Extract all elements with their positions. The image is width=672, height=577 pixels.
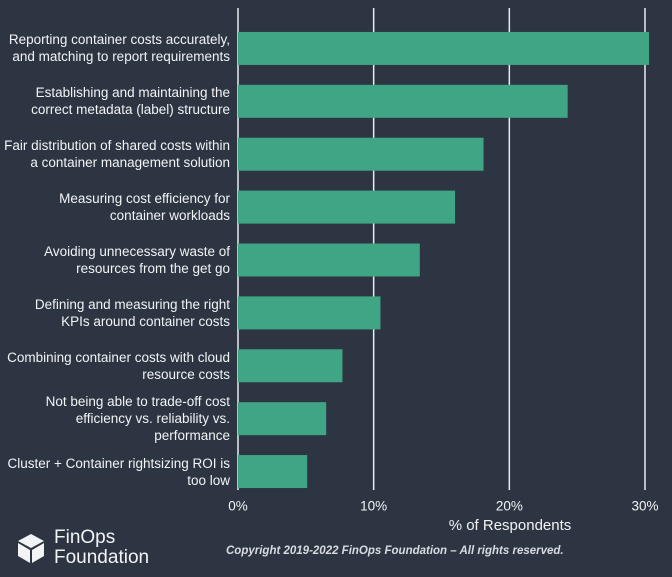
logo-text: FinOps Foundation [54,528,149,568]
bar [238,84,568,118]
logo: FinOps Foundation [16,528,149,568]
logo-icon [18,534,44,563]
y-tick-label: Cluster + Container rightsizing ROI is t… [7,455,230,488]
x-tick-label: 0% [228,499,248,514]
bar [238,190,456,224]
y-tick-label: Defining and measuring the right KPIs ar… [34,296,230,329]
bar [238,455,308,489]
y-tick-label: Combining container costs with cloud res… [7,349,230,382]
logo-line: Foundation [54,547,150,568]
x-tick-label: 30% [631,499,658,514]
bar [238,296,381,330]
logo-line: FinOps [54,527,116,548]
x-tick-label: 10% [360,499,387,514]
copyright: Copyright 2019-2022 FinOps Foundation – … [226,545,564,557]
y-tick-label: Measuring cost efficiency for container … [59,191,230,224]
bar [238,349,343,383]
bar [238,243,420,277]
bar [238,137,484,171]
y-tick-label: Fair distribution of shared costs within… [4,138,230,171]
chart: % of Respondents 0% 10% 20% 30% [228,8,659,534]
x-tick-label: 20% [496,499,523,514]
y-tick-label: Avoiding unnecessary waste of resources … [44,244,230,276]
bar [238,402,327,436]
bar [238,31,650,65]
y-tick-label: Reporting container costs accurately, an… [8,32,230,65]
y-tick-label: Not being able to trade-off cost efficie… [45,394,230,444]
x-axis-label: % of Respondents [449,517,572,534]
y-tick-label: Establishing and maintaining the correct… [31,85,230,118]
